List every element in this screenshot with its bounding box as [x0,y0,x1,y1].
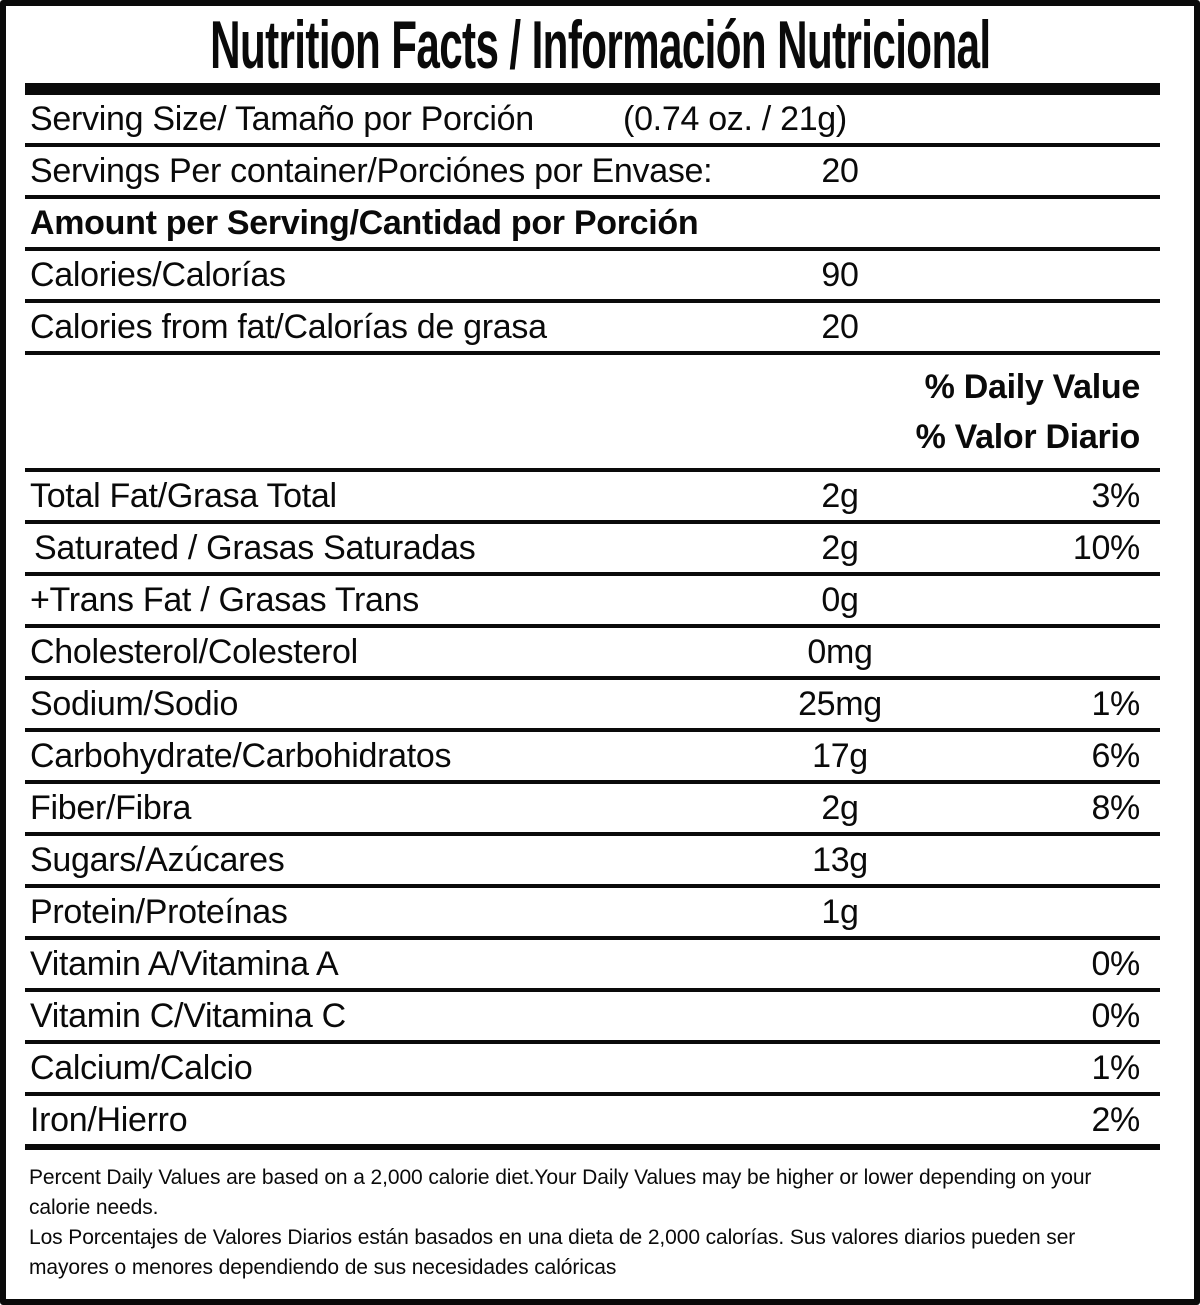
nutrient-label: Cholesterol/Colesterol [30,632,358,671]
servings-per-container-row: Servings Per container/Porciónes por Env… [25,147,1160,199]
nutrient-amount: 2g [821,788,859,827]
nutrient-row-cholesterol: Cholesterol/Colesterol 0mg [25,628,1160,680]
nutrient-label: Saturated / Grasas Saturadas [34,528,476,567]
nutrient-daily-value: 1% [1091,684,1140,723]
daily-value-header-english: % Daily Value [924,368,1141,407]
nutrient-amount: 1g [821,892,859,931]
footnote-english: Percent Daily Values are based on a 2,00… [29,1166,1092,1220]
serving-size-label: Serving Size/ Tamaño por Porción [30,99,534,138]
nutrient-label: Sodium/Sodio [30,684,239,723]
nutrient-row-vitamin-c: Vitamin C/Vitamina C 0% [25,992,1160,1044]
nutrient-amount: 2g [821,528,859,567]
calories-row: Calories/Calorías 90 [25,251,1160,303]
label-title: Nutrition Facts / Información Nutriciona… [209,6,991,83]
nutrient-label: Iron/Hierro [30,1100,188,1139]
nutrient-label: Vitamin C/Vitamina C [30,996,346,1035]
nutrient-row-sodium: Sodium/Sodio 25mg 1% [25,680,1160,732]
nutrient-daily-value: 10% [1072,528,1140,567]
label-body: Serving Size/ Tamaño por Porción (0.74 o… [25,95,1160,1150]
calories-from-fat-row: Calories from fat/Calorías de grasa 20 [25,303,1160,355]
nutrient-row-trans-fat: +Trans Fat / Grasas Trans 0g [25,576,1160,628]
nutrient-amount: 25mg [798,684,882,723]
nutrient-daily-value: 3% [1091,476,1140,515]
servings-per-container-value: 20 [821,151,859,190]
nutrient-daily-value: 0% [1091,944,1140,983]
serving-size-row: Serving Size/ Tamaño por Porción (0.74 o… [25,95,1160,147]
nutrient-row-iron: Iron/Hierro 2% [25,1096,1160,1150]
nutrient-label: Vitamin A/Vitamina A [30,944,339,983]
servings-per-container-label: Servings Per container/Porciónes por Env… [30,151,713,190]
nutrient-row-vitamin-a: Vitamin A/Vitamina A 0% [25,940,1160,992]
nutrient-row-saturated-fat: Saturated / Grasas Saturadas 2g 10% [25,524,1160,576]
calories-label: Calories/Calorías [30,255,286,294]
daily-value-header-spanish: % Valor Diario [915,417,1141,456]
nutrient-label: Fiber/Fibra [30,788,192,827]
nutrient-amount: 0g [821,580,859,619]
footnotes: Percent Daily Values are based on a 2,00… [29,1163,1154,1283]
nutrient-daily-value: 8% [1091,788,1140,827]
nutrient-label: Protein/Proteínas [30,892,288,931]
nutrient-label: Total Fat/Grasa Total [30,476,337,515]
nutrient-daily-value: 6% [1091,736,1140,775]
serving-size-value: (0.74 oz. / 21g) [623,99,847,138]
nutrient-daily-value: 0% [1091,996,1140,1035]
amount-per-serving-header-row: Amount per Serving/Cantidad por Porción [25,199,1160,251]
nutrient-label: Calcium/Calcio [30,1048,253,1087]
nutrient-row-total-fat: Total Fat/Grasa Total 2g 3% [25,472,1160,524]
nutrient-row-calcium: Calcium/Calcio 1% [25,1044,1160,1096]
nutrient-amount: 13g [812,840,868,879]
nutrient-row-sugars: Sugars/Azúcares 13g [25,836,1160,888]
nutrient-daily-value: 2% [1091,1100,1140,1139]
label-header: Nutrition Facts / Información Nutriciona… [6,6,1194,83]
nutrient-row-protein: Protein/Proteínas 1g [25,888,1160,940]
title-divider-bar [25,83,1160,95]
amount-per-serving-label: Amount per Serving/Cantidad por Porción [30,203,699,242]
footnote-spanish: Los Porcentajes de Valores Diarios están… [29,1226,1076,1280]
calories-value: 90 [821,255,859,294]
calories-from-fat-label: Calories from fat/Calorías de grasa [30,307,547,346]
nutrient-daily-value: 1% [1091,1048,1140,1087]
nutrient-label: Sugars/Azúcares [30,840,285,879]
calories-from-fat-value: 20 [821,307,859,346]
nutrient-row-carbohydrate: Carbohydrate/Carbohidratos 17g 6% [25,732,1160,784]
nutrient-row-fiber: Fiber/Fibra 2g 8% [25,784,1160,836]
nutrient-amount: 17g [812,736,868,775]
nutrient-label: Carbohydrate/Carbohidratos [30,736,452,775]
nutrient-amount: 2g [821,476,859,515]
daily-value-header: % Daily Value % Valor Diario [25,355,1160,472]
nutrient-amount: 0mg [807,632,873,671]
nutrient-label: +Trans Fat / Grasas Trans [30,580,419,619]
